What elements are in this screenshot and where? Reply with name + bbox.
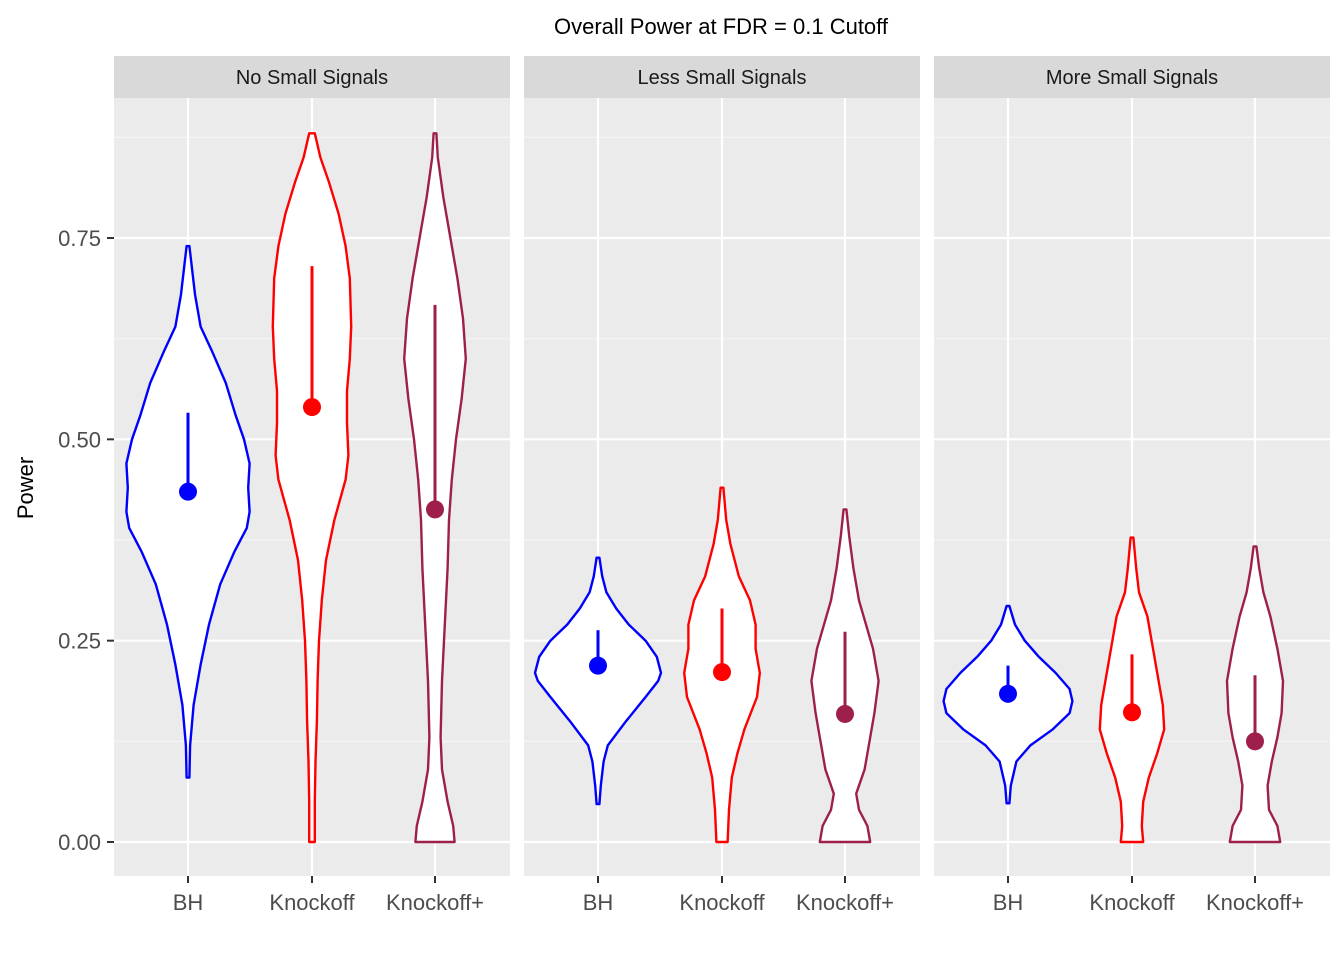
facet-strip-label: More Small Signals [1046,67,1218,89]
facet-strip [934,56,1330,98]
facet-panel: No Small Signals BH Knockoff Knockoff+ [114,56,510,915]
mean-point [836,704,854,723]
x-tick-label: BH [583,890,614,915]
x-tick-label: Knockoff [269,890,355,915]
violin-shape [271,132,353,844]
violin-shape [125,244,251,779]
facet-strip [524,56,920,98]
y-tick-label: 0.25 [58,629,101,654]
mean-point [589,656,607,675]
x-tick-label: Knockoff+ [796,890,894,915]
y-tick-label: 0.00 [58,830,101,855]
violin-shape [533,556,663,806]
mean-point [179,482,197,501]
facet-strip-label: No Small Signals [236,67,388,89]
mean-point [426,500,444,519]
mean-point [713,663,731,682]
x-tick-label: Knockoff+ [386,890,484,915]
facet-panel: More Small Signals BH Knockoff Knockoff+ [934,56,1330,915]
y-axis-title: Power [13,457,38,519]
chart-title: Overall Power at FDR = 0.1 Cutoff [554,14,889,39]
facet-panel: Less Small Signals BH Knockoff Knockoff+ [524,56,920,915]
x-tick-label: BH [993,890,1024,915]
y-tick-label: 0.75 [58,226,101,251]
x-tick-label: Knockoff+ [1206,890,1304,915]
x-tick-label: Knockoff [1089,890,1175,915]
mean-point [1246,732,1264,751]
violin-shape [942,604,1074,805]
x-tick-label: Knockoff [679,890,765,915]
y-axis: 0.00 0.25 0.50 0.75 [58,226,114,855]
mean-point [303,398,321,417]
facet-strip-label: Less Small Signals [638,67,807,89]
facet-strip [114,56,510,98]
mean-point [1123,703,1141,722]
x-tick-label: BH [173,890,204,915]
y-tick-label: 0.50 [58,427,101,452]
mean-point [999,684,1017,703]
